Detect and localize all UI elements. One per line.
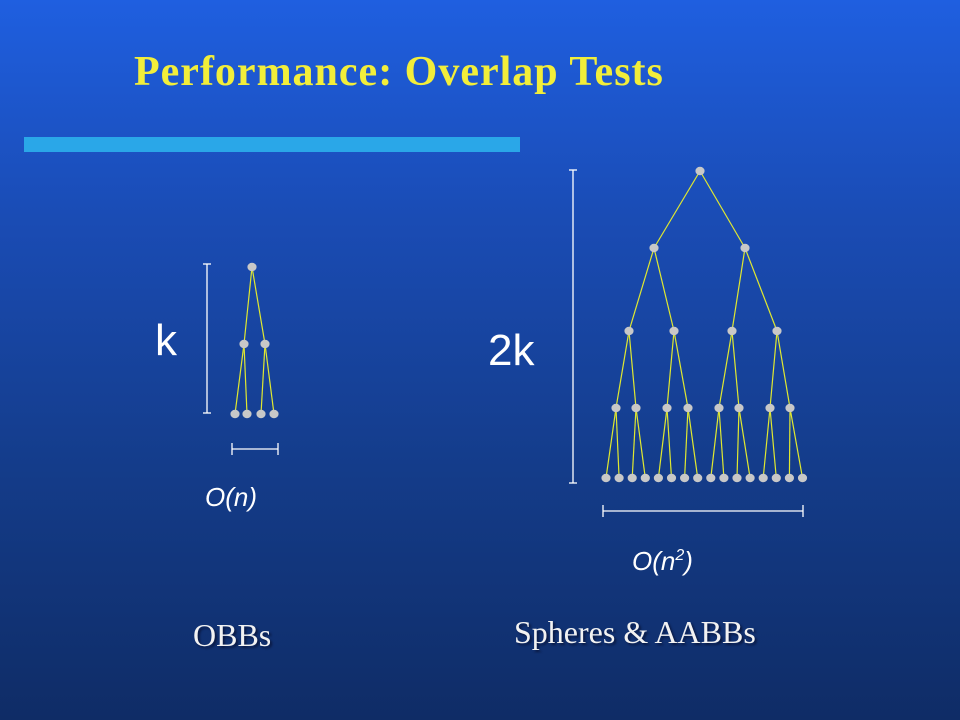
obb-edge <box>234 343 245 415</box>
sphere-node <box>732 473 742 483</box>
sphere-node <box>666 473 677 483</box>
obb-node <box>269 409 279 419</box>
sphere-edge <box>615 407 620 479</box>
sphere-node <box>693 473 703 483</box>
obb-width-label: O(n) <box>205 482 257 512</box>
sphere-node <box>727 326 737 336</box>
sphere-height-bracket <box>569 169 577 484</box>
obb-caption: OBBs <box>193 617 272 653</box>
sphere-edge <box>673 330 689 409</box>
tree-edges <box>234 170 804 479</box>
sphere-node <box>631 403 641 413</box>
sphere-node <box>758 473 768 483</box>
obb-edge <box>243 343 248 415</box>
sphere-edge <box>635 407 646 479</box>
obb-node <box>239 339 249 349</box>
sphere-edge <box>769 330 778 409</box>
sphere-edge <box>628 330 637 409</box>
measure-brackets <box>203 169 804 517</box>
sphere-edge <box>615 330 630 409</box>
sphere-edge <box>718 407 725 479</box>
sphere-node <box>614 473 624 483</box>
sphere-node <box>765 403 775 413</box>
sphere-edge <box>699 170 746 249</box>
sphere-node <box>695 166 705 176</box>
sphere-edge <box>762 407 771 479</box>
sphere-caption: Spheres & AABBs <box>514 614 756 650</box>
sphere-edge <box>653 247 675 332</box>
obb-edge <box>264 343 275 415</box>
slide-title: Performance: Overlap Tests <box>134 49 664 95</box>
sphere-edge <box>605 407 617 479</box>
sphere-node <box>714 403 724 413</box>
sphere-node <box>680 473 690 483</box>
sphere-node <box>624 326 634 336</box>
obb-edge <box>251 266 266 345</box>
sphere-edge <box>776 330 791 409</box>
obb-edge <box>243 266 253 345</box>
tree-nodes <box>230 166 808 483</box>
sphere-edge <box>631 407 637 479</box>
sphere-node <box>784 473 795 483</box>
sphere-node <box>669 326 679 336</box>
obb-height-bracket <box>203 263 211 414</box>
sphere-node <box>797 473 808 483</box>
sphere-width-bracket <box>602 505 804 517</box>
sphere-edge <box>687 407 699 479</box>
sphere-node <box>706 473 716 483</box>
sphere-node <box>771 473 781 483</box>
sphere-edge <box>653 170 701 249</box>
sphere-node <box>653 473 664 483</box>
sphere-edge <box>666 407 673 479</box>
sphere-node <box>785 403 795 413</box>
sphere-node <box>683 403 693 413</box>
sphere-edge <box>710 407 720 479</box>
sphere-edge <box>769 407 777 479</box>
sphere-node <box>719 473 729 483</box>
sphere-edge <box>736 407 740 479</box>
sphere-node <box>772 326 782 336</box>
title-underline-bar <box>24 137 520 152</box>
sphere-node <box>662 403 672 413</box>
sphere-node <box>734 403 744 413</box>
sphere-edge <box>788 407 791 479</box>
obb-node <box>230 409 240 419</box>
sphere-edge <box>657 407 668 479</box>
obb-height-label: k <box>155 316 177 365</box>
sphere-height-label: 2k <box>488 326 535 375</box>
sphere-node <box>649 243 659 253</box>
sphere-node <box>740 243 750 253</box>
obb-node <box>247 262 257 272</box>
sphere-edge <box>628 247 655 332</box>
sphere-edge <box>684 407 689 479</box>
sphere-width-label: O(n2) <box>632 546 693 576</box>
sphere-edge <box>718 330 733 409</box>
sphere-edge <box>731 330 740 409</box>
sphere-node <box>611 403 621 413</box>
sphere-edge <box>731 247 746 332</box>
sphere-edge <box>744 247 778 332</box>
obb-node <box>256 409 266 419</box>
sphere-node <box>745 473 755 483</box>
obb-node <box>242 409 252 419</box>
sphere-edge <box>789 407 804 479</box>
obb-node <box>260 339 270 349</box>
sphere-edge <box>738 407 751 479</box>
sphere-node <box>627 473 637 483</box>
sphere-edge <box>666 330 675 409</box>
sphere-node <box>640 473 650 483</box>
sphere-node <box>601 473 611 483</box>
obb-width-bracket <box>231 443 279 455</box>
obb-edge <box>260 343 266 415</box>
